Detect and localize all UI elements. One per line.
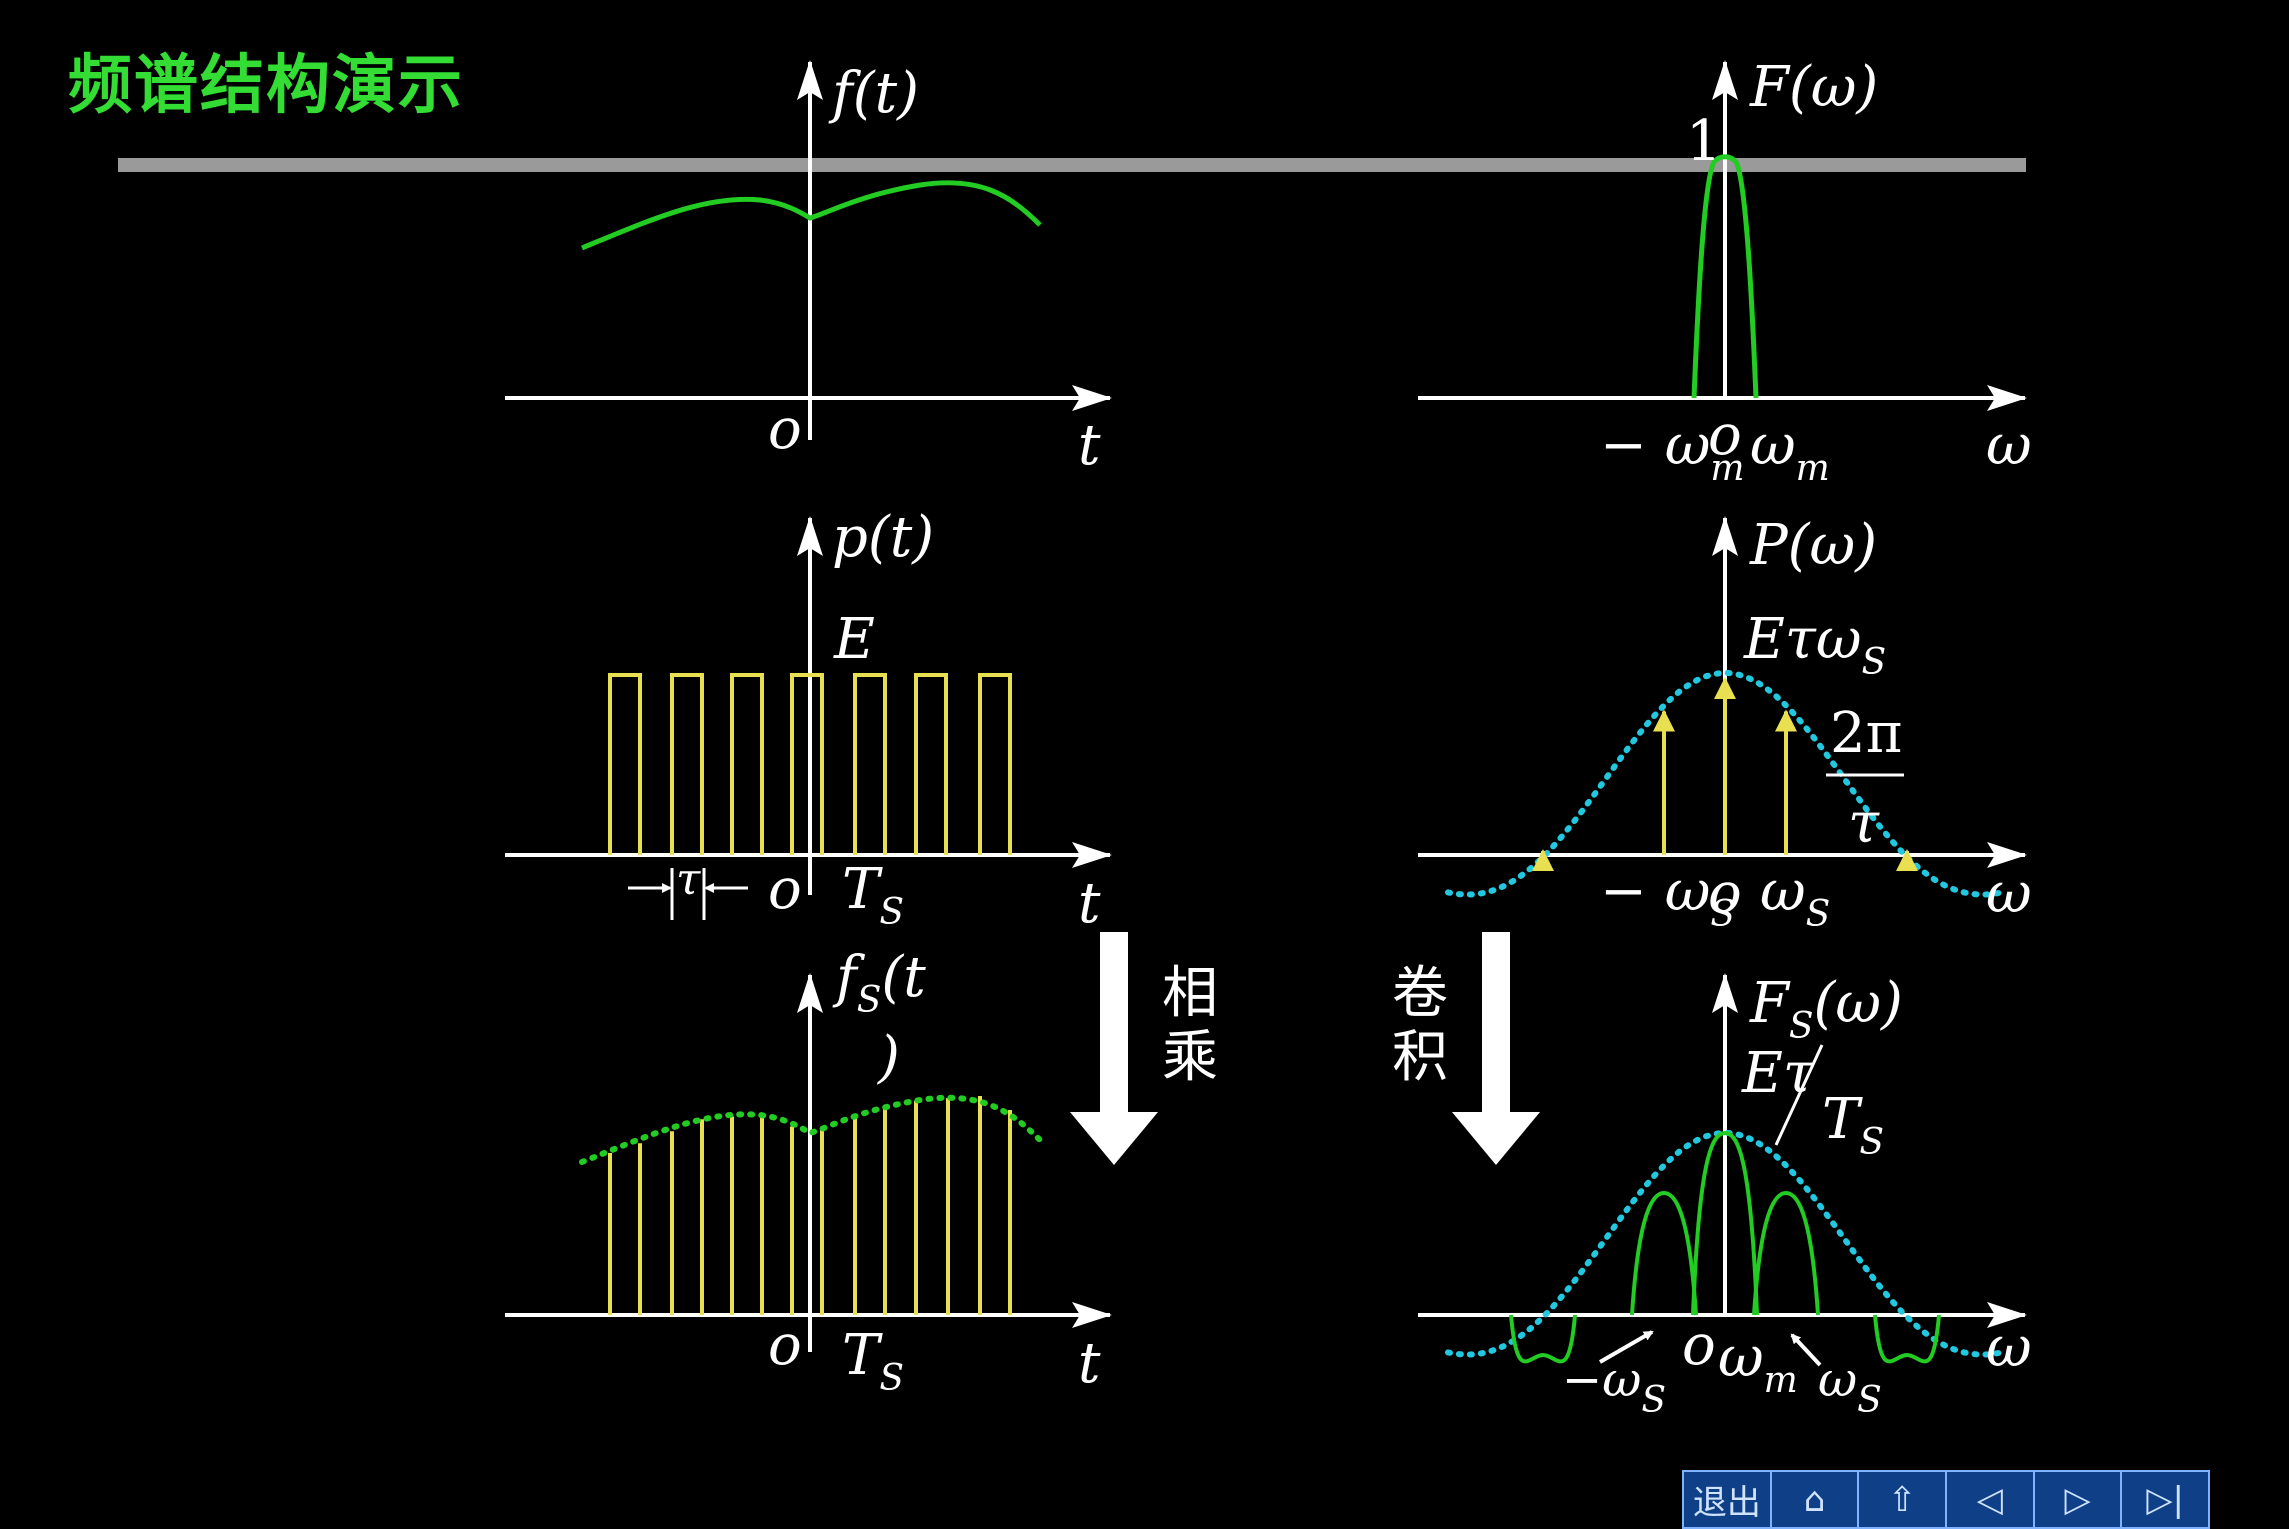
f-t-ylabel: f(t): [832, 61, 919, 126]
P-w-peak: EτωS: [1744, 607, 1887, 683]
P-w-ylabel: P(ω): [1750, 513, 1878, 578]
pulse-1: [608, 673, 642, 855]
F-w-spectrum: [1691, 154, 1759, 399]
replica-5: [1873, 1314, 1941, 1364]
replica-1: [1691, 1130, 1759, 1316]
F-w-xlabel: ω: [1986, 413, 2032, 478]
F-w-ylabel: F(ω): [1750, 55, 1879, 120]
page-title: 频谱结构演示: [68, 49, 464, 123]
Fs-w-neg-ws: −ωS: [1562, 1352, 1667, 1421]
Fs-w-peak-num: Eτ: [1742, 1041, 1814, 1106]
up-button[interactable]: ⇧: [1859, 1472, 1948, 1527]
fs-t-xlabel: t: [1078, 1331, 1101, 1396]
convolve-label: 卷积: [1392, 961, 1448, 1091]
p-t-ylabel: p(t): [832, 505, 935, 570]
p-t-pulse-train: [608, 673, 1012, 855]
F-w-origin: o: [1708, 403, 1742, 468]
home-button[interactable]: ⌂: [1772, 1472, 1860, 1527]
prev-button[interactable]: ◁: [1947, 1472, 2035, 1527]
pulse-4: [790, 673, 824, 855]
nav-bar: 退出 ⌂ ⇧ ◁ ▷ ▷|: [1682, 1470, 2210, 1529]
Fs-w-peak-den: TS: [1822, 1087, 1885, 1163]
Fs-w-wm: ωm: [1718, 1325, 1798, 1401]
P-w-xlabel: ω: [1986, 861, 2032, 926]
p-t-tau: τ: [676, 854, 701, 905]
next-button[interactable]: ▷: [2035, 1472, 2123, 1527]
fs-t-origin: o: [768, 1313, 802, 1378]
Fs-w-fraction-slash: [1774, 1044, 1824, 1146]
multiply-arrow: [1070, 932, 1158, 1165]
Fs-w-envelope: [1445, 1130, 2003, 1358]
exit-button[interactable]: 退出: [1684, 1472, 1772, 1527]
fs-t-envelope: [579, 1094, 1043, 1165]
p-t-amp: E: [834, 607, 875, 672]
P-w-neg-ws: − ωS: [1600, 859, 1736, 935]
pulse-6: [914, 673, 948, 855]
P-w-frac-den: τ: [1848, 791, 1879, 856]
Fs-w-ws: ωS: [1818, 1352, 1882, 1421]
F-w-neg-wm: − ωm: [1600, 413, 1745, 489]
pulse-2: [670, 673, 704, 855]
P-w-frac-num: 2π: [1830, 701, 1903, 766]
P-w-origin: o: [1708, 861, 1742, 926]
divider-bar: [118, 158, 2026, 172]
replica-4: [1509, 1314, 1577, 1364]
replica-3: [1752, 1190, 1820, 1316]
F-w-peak: 1: [1686, 109, 1722, 174]
P-w-impulses: [1532, 677, 1918, 871]
p-t-Ts: TS: [842, 857, 905, 933]
Fs-w-replicas: [1509, 1130, 1941, 1364]
pulse-7: [978, 673, 1012, 855]
p-t-xlabel: t: [1078, 871, 1101, 936]
f-t-origin: o: [768, 397, 802, 462]
P-w-ws: ωS: [1760, 859, 1831, 935]
last-button[interactable]: ▷|: [2146, 1479, 2184, 1520]
p-t-origin: o: [768, 857, 802, 922]
fs-t-ylabel-close: ): [878, 1025, 900, 1090]
fs-t-Ts: TS: [842, 1323, 905, 1399]
pulse-3: [730, 673, 764, 855]
replica-2: [1630, 1190, 1698, 1316]
Fs-w-pointer-arrows: [1599, 1330, 1822, 1367]
fs-t-ylabel: fS(t: [836, 945, 926, 1021]
fs-t-samples: [608, 1096, 1012, 1315]
f-t-signal: [581, 180, 1042, 251]
Fs-w-xlabel: ω: [1986, 1315, 2032, 1380]
convolve-arrow: [1452, 932, 1540, 1165]
pulse-5: [853, 673, 887, 855]
Fs-w-ylabel: FS(ω): [1750, 971, 1903, 1047]
F-w-wm: ωm: [1750, 413, 1830, 489]
axes: [505, 60, 2027, 1352]
multiply-label: 相乘: [1162, 961, 1218, 1091]
tau-marker: [628, 868, 748, 920]
Fs-w-origin: o: [1682, 1313, 1716, 1378]
f-t-xlabel: t: [1078, 413, 1101, 478]
